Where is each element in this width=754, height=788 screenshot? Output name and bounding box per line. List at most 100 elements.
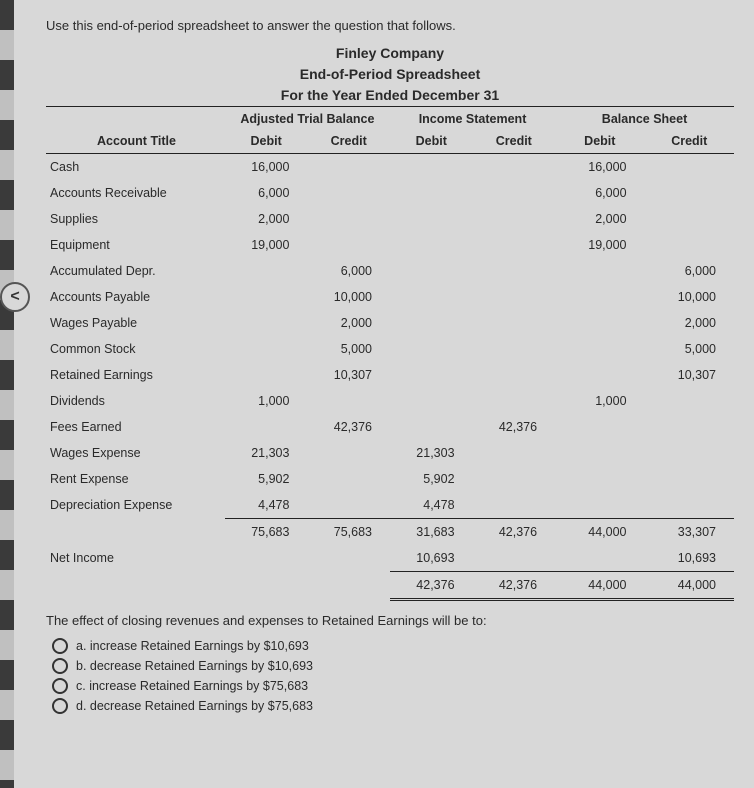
table-cell — [645, 180, 734, 206]
table-cell: 6,000 — [555, 180, 644, 206]
table-row: Wages Payable2,0002,000 — [46, 310, 734, 336]
table-cell: 42,376 — [473, 414, 556, 440]
table-cell: 4,478 — [225, 492, 308, 519]
table-cell — [473, 388, 556, 414]
col-atb-credit: Credit — [307, 130, 390, 154]
table-cell: 2,000 — [225, 206, 308, 232]
table-cell — [225, 310, 308, 336]
company-name: Finley Company — [46, 43, 734, 64]
table-row: Common Stock5,0005,000 — [46, 336, 734, 362]
table-cell — [555, 414, 644, 440]
radio-circle-icon — [52, 658, 68, 674]
table-cell — [225, 336, 308, 362]
table-cell: 21,303 — [225, 440, 308, 466]
table-row: Accumulated Depr.6,0006,000 — [46, 258, 734, 284]
table-cell: 75,683 — [307, 519, 390, 546]
table-cell: 44,000 — [555, 519, 644, 546]
table-cell: 6,000 — [225, 180, 308, 206]
table-cell: 10,307 — [307, 362, 390, 388]
option-text: b. decrease Retained Earnings by $10,693 — [76, 659, 313, 673]
answer-option[interactable]: b. decrease Retained Earnings by $10,693 — [52, 656, 734, 676]
table-cell: 4,478 — [390, 492, 473, 519]
table-cell: Wages Expense — [46, 440, 225, 466]
spreadsheet-header: Finley Company End-of-Period Spreadsheet… — [46, 43, 734, 106]
table-row: Rent Expense5,9025,902 — [46, 466, 734, 492]
col-is-credit: Credit — [473, 130, 556, 154]
table-row: Retained Earnings10,30710,307 — [46, 362, 734, 388]
prev-nav-button[interactable]: < — [0, 282, 30, 312]
radio-circle-icon — [52, 678, 68, 694]
period-text: For the Year Ended December 31 — [46, 85, 734, 106]
table-cell: 1,000 — [225, 388, 308, 414]
table-cell — [307, 545, 390, 572]
table-row: Cash16,00016,000 — [46, 154, 734, 181]
table-cell: Net Income — [46, 545, 225, 572]
worksheet-table: Adjusted Trial Balance Income Statement … — [46, 106, 734, 601]
table-cell — [307, 572, 390, 600]
table-cell — [473, 545, 556, 572]
table-row: Equipment19,00019,000 — [46, 232, 734, 258]
table-cell: 19,000 — [555, 232, 644, 258]
table-cell — [473, 492, 556, 519]
table-cell — [555, 492, 644, 519]
table-cell — [307, 440, 390, 466]
table-cell: Common Stock — [46, 336, 225, 362]
section-atb: Adjusted Trial Balance — [225, 107, 390, 131]
table-cell — [473, 466, 556, 492]
answer-option[interactable]: a. increase Retained Earnings by $10,693 — [52, 636, 734, 656]
table-cell — [473, 180, 556, 206]
table-cell — [555, 440, 644, 466]
table-cell: 44,000 — [555, 572, 644, 600]
option-text: a. increase Retained Earnings by $10,693 — [76, 639, 309, 653]
table-cell: 31,683 — [390, 519, 473, 546]
net-income-row: Net Income10,69310,693 — [46, 545, 734, 572]
table-cell — [473, 206, 556, 232]
table-cell — [225, 572, 308, 600]
table-cell: 10,000 — [307, 284, 390, 310]
col-bs-credit: Credit — [645, 130, 734, 154]
table-cell — [555, 336, 644, 362]
table-cell: 2,000 — [307, 310, 390, 336]
left-decoration-strip — [0, 0, 14, 788]
table-cell — [307, 154, 390, 181]
table-cell — [390, 206, 473, 232]
totals-row: 75,68375,68331,68342,37644,00033,307 — [46, 519, 734, 546]
closing-question: The effect of closing revenues and expen… — [46, 613, 734, 628]
answer-option[interactable]: c. increase Retained Earnings by $75,683 — [52, 676, 734, 696]
table-cell — [307, 206, 390, 232]
table-cell: 5,902 — [225, 466, 308, 492]
table-cell: 42,376 — [473, 572, 556, 600]
table-cell: 5,000 — [307, 336, 390, 362]
table-cell: Accounts Receivable — [46, 180, 225, 206]
table-cell — [390, 336, 473, 362]
table-cell: 19,000 — [225, 232, 308, 258]
table-body: Cash16,00016,000Accounts Receivable6,000… — [46, 154, 734, 600]
table-cell: 16,000 — [225, 154, 308, 181]
table-cell: 10,000 — [645, 284, 734, 310]
table-cell: Equipment — [46, 232, 225, 258]
radio-circle-icon — [52, 638, 68, 654]
table-cell: Retained Earnings — [46, 362, 225, 388]
table-row: Accounts Payable10,00010,000 — [46, 284, 734, 310]
table-cell — [307, 180, 390, 206]
chevron-left-icon: < — [10, 288, 19, 306]
table-cell: 75,683 — [225, 519, 308, 546]
table-cell: 33,307 — [645, 519, 734, 546]
table-cell — [473, 232, 556, 258]
col-atb-debit: Debit — [225, 130, 308, 154]
table-cell: 21,303 — [390, 440, 473, 466]
table-row: Depreciation Expense4,4784,478 — [46, 492, 734, 519]
table-cell — [390, 232, 473, 258]
table-cell — [555, 362, 644, 388]
table-cell — [390, 362, 473, 388]
table-cell — [473, 258, 556, 284]
table-cell: 10,693 — [390, 545, 473, 572]
table-cell — [473, 310, 556, 336]
table-cell — [555, 466, 644, 492]
table-cell — [645, 154, 734, 181]
table-cell — [473, 440, 556, 466]
answer-option[interactable]: d. decrease Retained Earnings by $75,683 — [52, 696, 734, 716]
radio-circle-icon — [52, 698, 68, 714]
table-cell: 42,376 — [473, 519, 556, 546]
table-cell: Depreciation Expense — [46, 492, 225, 519]
